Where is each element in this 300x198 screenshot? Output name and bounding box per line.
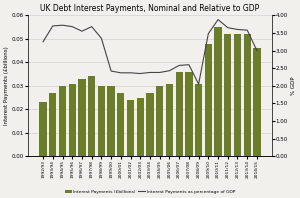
Interest Payments as percentage of GDP xyxy=(109,70,113,72)
Interest Payments as percentage of GDP xyxy=(90,25,94,28)
Bar xyxy=(49,93,56,156)
Interest Payments as percentage of GDP xyxy=(70,25,74,28)
Bar xyxy=(176,72,183,156)
Bar xyxy=(78,79,85,156)
Interest Payments as percentage of GDP xyxy=(255,50,259,52)
Y-axis label: % GDP: % GDP xyxy=(291,77,296,95)
Interest Payments as percentage of GDP xyxy=(41,41,45,43)
Interest Payments as percentage of GDP xyxy=(158,71,161,74)
Interest Payments as percentage of GDP xyxy=(245,29,249,31)
Bar xyxy=(146,93,154,156)
Interest Payments as percentage of GDP xyxy=(216,18,220,21)
Bar xyxy=(156,86,164,156)
Interest Payments as percentage of GDP xyxy=(226,27,230,29)
Bar xyxy=(117,93,124,156)
Interest Payments as percentage of GDP xyxy=(177,64,181,67)
Legend: Interest Payments (£billions), Interest Payments as percentage of GDP: Interest Payments (£billions), Interest … xyxy=(63,188,237,196)
Line: Interest Payments as percentage of GDP: Interest Payments as percentage of GDP xyxy=(43,20,257,84)
Bar xyxy=(205,44,212,156)
Bar xyxy=(166,84,173,156)
Interest Payments as percentage of GDP xyxy=(61,24,64,26)
Bar xyxy=(244,34,251,156)
Bar xyxy=(214,27,222,156)
Interest Payments as percentage of GDP xyxy=(100,37,103,39)
Interest Payments as percentage of GDP xyxy=(119,72,123,74)
Interest Payments as percentage of GDP xyxy=(80,30,84,32)
Interest Payments as percentage of GDP xyxy=(197,83,200,85)
Bar xyxy=(98,86,105,156)
Bar xyxy=(253,48,261,156)
Bar xyxy=(136,98,144,156)
Bar xyxy=(224,34,231,156)
Interest Payments as percentage of GDP xyxy=(206,32,210,35)
Bar xyxy=(107,86,115,156)
Bar xyxy=(195,84,202,156)
Interest Payments as percentage of GDP xyxy=(148,71,152,74)
Y-axis label: Interest Payments (£billions): Interest Payments (£billions) xyxy=(4,47,9,125)
Bar xyxy=(69,84,76,156)
Title: UK Debt Interest Payments, Nominal and Relative to GDP: UK Debt Interest Payments, Nominal and R… xyxy=(40,4,260,13)
Bar xyxy=(127,100,134,156)
Bar xyxy=(88,76,95,156)
Interest Payments as percentage of GDP xyxy=(187,64,191,66)
Bar xyxy=(185,72,193,156)
Bar xyxy=(59,86,66,156)
Interest Payments as percentage of GDP xyxy=(129,72,132,74)
Bar xyxy=(39,102,47,156)
Bar xyxy=(234,34,241,156)
Interest Payments as percentage of GDP xyxy=(236,28,239,31)
Interest Payments as percentage of GDP xyxy=(51,25,55,27)
Interest Payments as percentage of GDP xyxy=(168,69,171,72)
Interest Payments as percentage of GDP xyxy=(139,72,142,75)
